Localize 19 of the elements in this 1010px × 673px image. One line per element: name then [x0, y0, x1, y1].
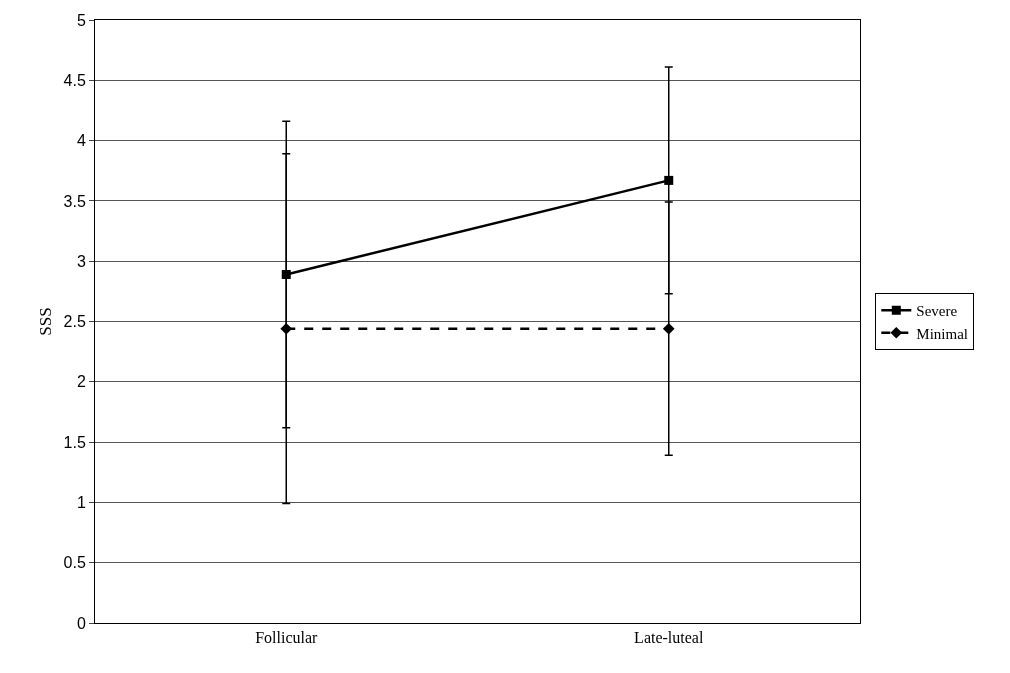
y-tick-label: 3	[76, 252, 86, 270]
y-tick-label: 4	[76, 132, 86, 150]
y-tick-label: 4.5	[63, 71, 86, 89]
y-tick-label: 0.5	[63, 554, 86, 572]
y-tick-label: 0	[76, 614, 86, 632]
x-tick-label: Follicular	[255, 629, 319, 647]
legend-label: Severe	[916, 303, 958, 320]
y-tick-label: 1.5	[63, 433, 86, 451]
legend-label: Minimal	[916, 325, 968, 342]
point	[662, 322, 675, 335]
y-tick-label: 3.5	[63, 192, 86, 210]
point	[280, 322, 293, 335]
y-axis-title: SSS	[36, 307, 55, 336]
x-tick-label: Late-luteal	[634, 629, 704, 647]
y-tick-label: 2.5	[63, 313, 86, 331]
y-tick-label: 2	[76, 373, 86, 391]
y-tick-label: 5	[76, 11, 86, 29]
point	[664, 175, 674, 185]
y-tick-label: 1	[76, 494, 86, 511]
